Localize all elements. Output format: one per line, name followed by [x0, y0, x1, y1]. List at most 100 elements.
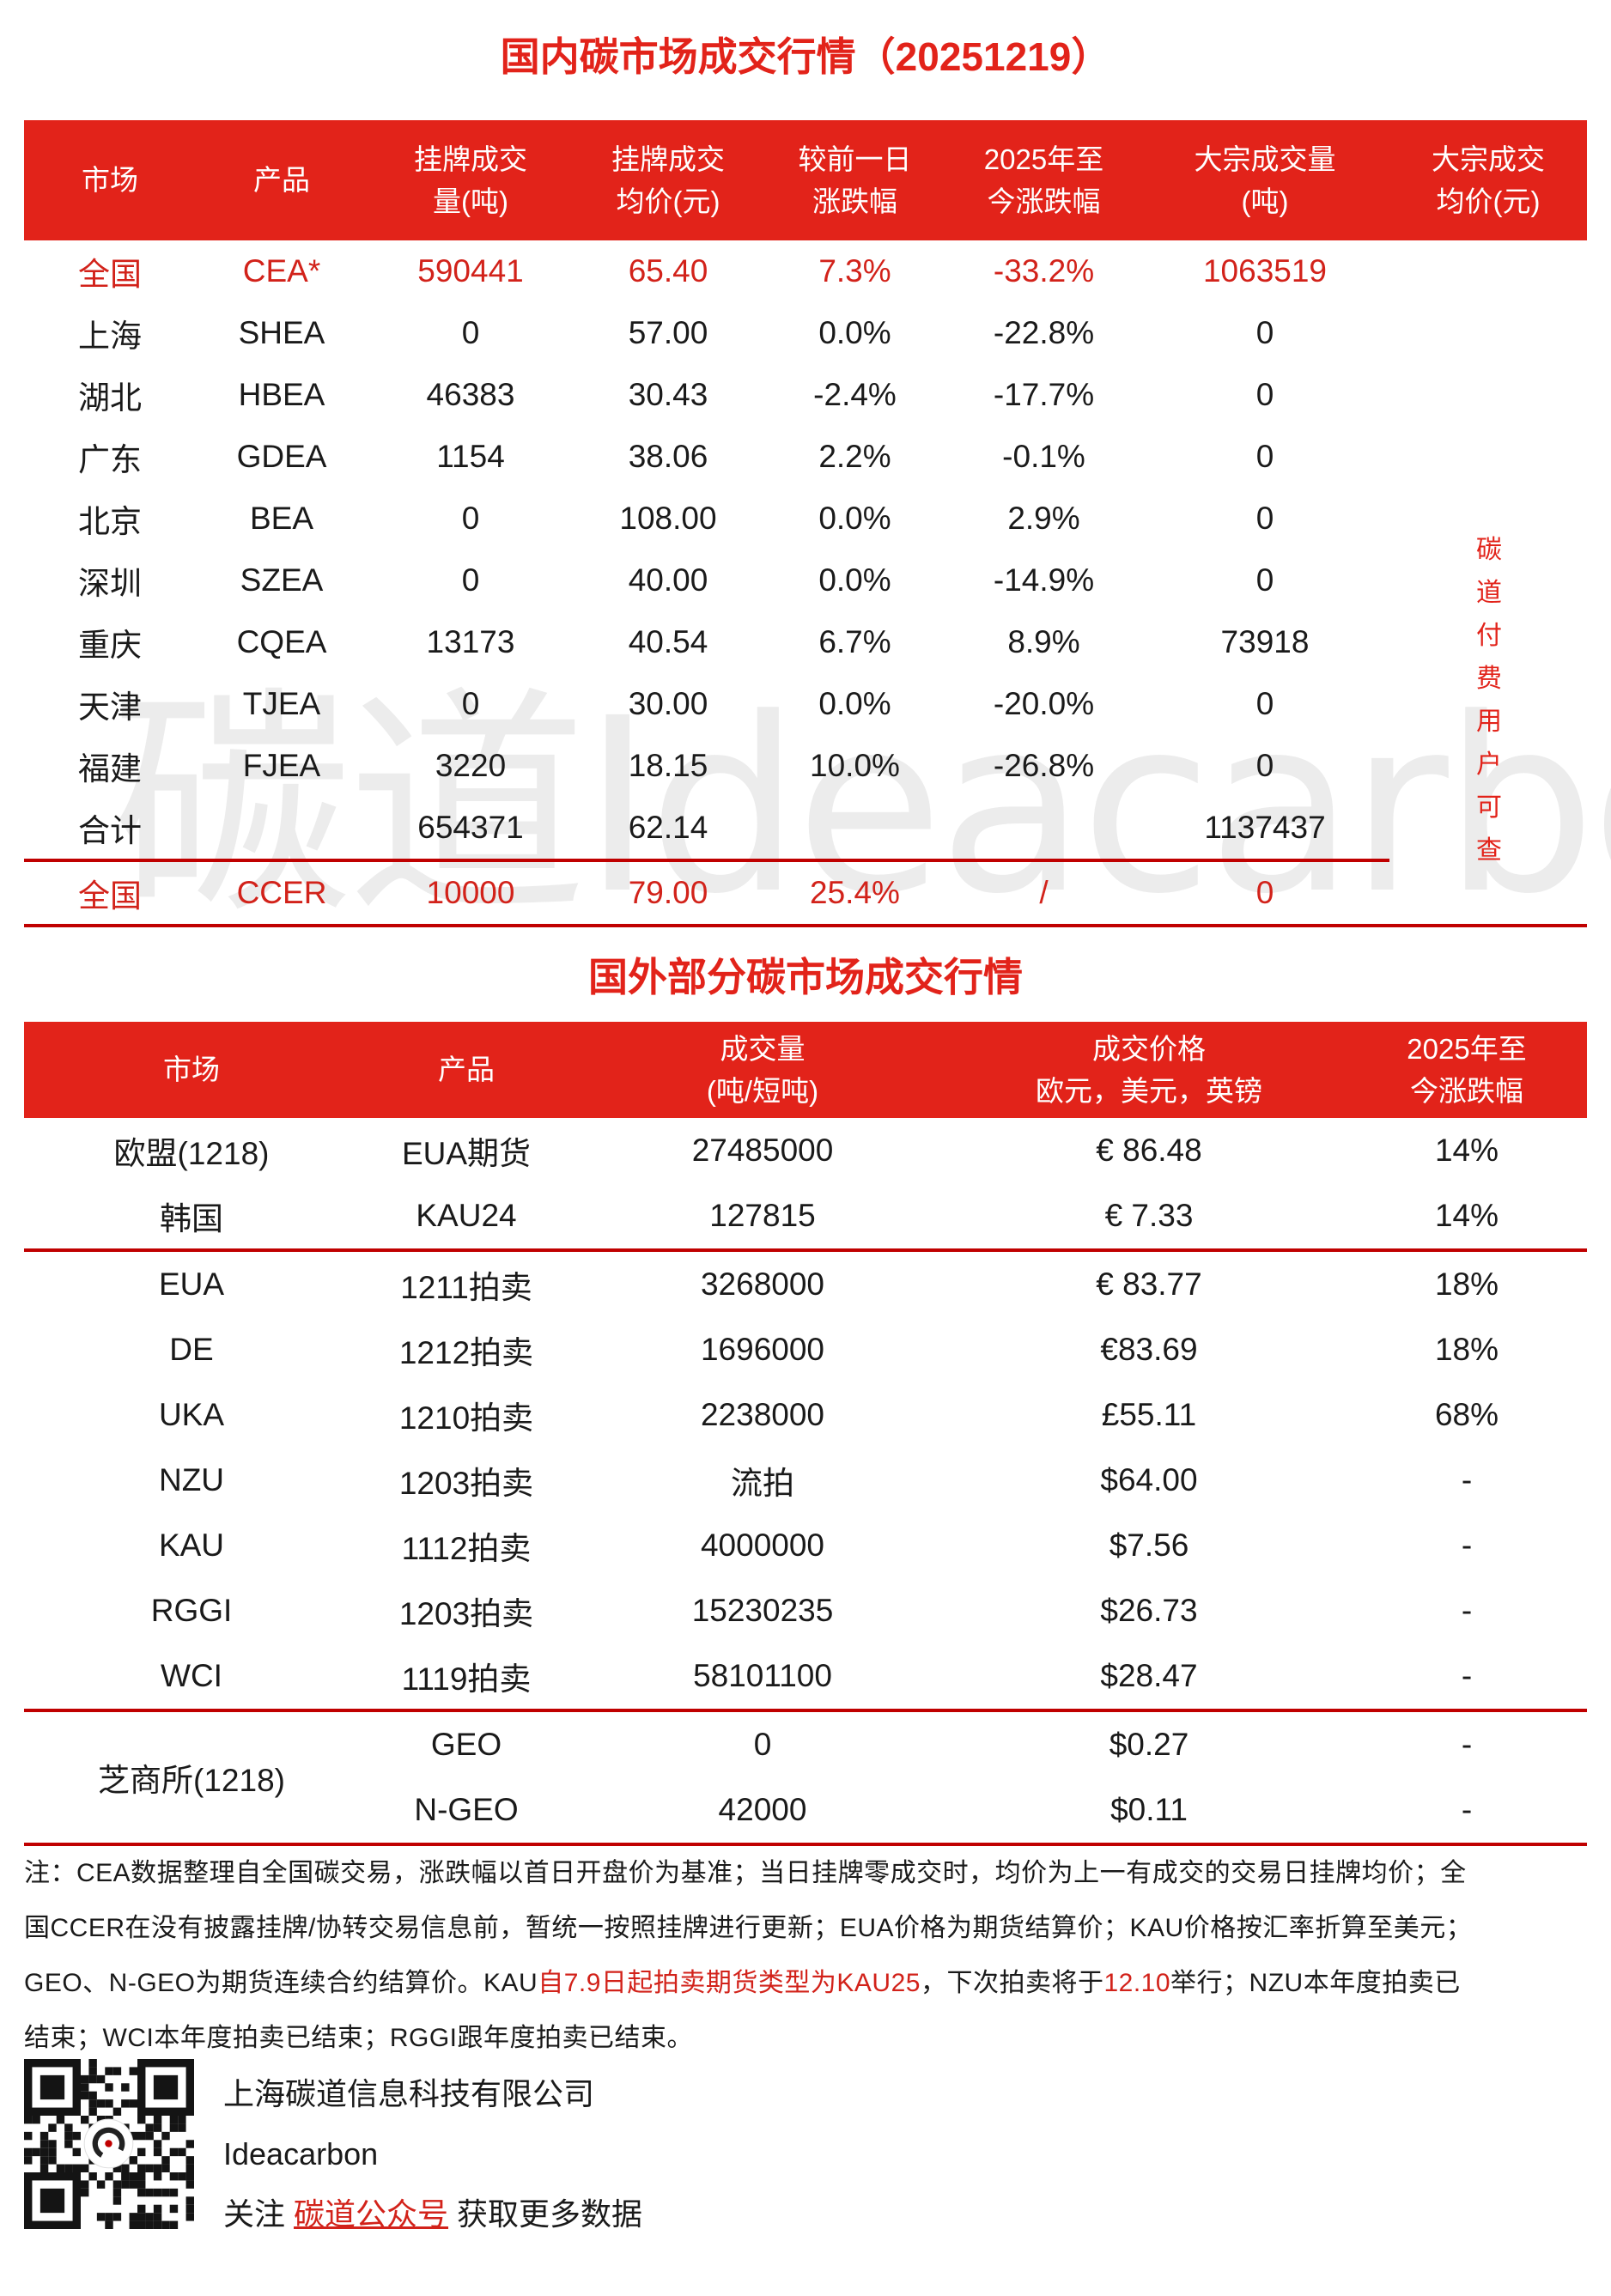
table-cell: WCI: [24, 1643, 359, 1712]
table-cell: 0: [1255, 562, 1274, 598]
table-cell: [1389, 364, 1587, 426]
table-cell: [196, 797, 368, 862]
table-cell: -17.7%: [993, 377, 1095, 412]
page-title-foreign: 国外部分碳市场成交行情: [588, 955, 1023, 999]
column-header: 市场: [24, 1022, 359, 1118]
table-cell: 18.15: [628, 748, 708, 783]
table-cell: 1063519: [1202, 253, 1328, 289]
table-cell: 欧盟(1218): [113, 1136, 270, 1171]
table-cell: 流拍: [731, 1466, 794, 1501]
table-row: 欧盟(1218) EUA期货 27485000 € 86.48 14%: [24, 1118, 1587, 1183]
table-cell: -: [1461, 1528, 1473, 1563]
table-cell: 韩国: [24, 1183, 359, 1252]
table-cell: 1211拍卖: [400, 1270, 532, 1305]
table-cell: €83.69: [1100, 1332, 1198, 1367]
table-row: NZU 1203拍卖 流拍 $64.00 -: [24, 1448, 1587, 1513]
table-row: 天津 TJEA 0 30.00 0.0% -20.0% 0: [24, 673, 1587, 735]
footnote-line-3-text: GEO、N-GEO为期货连续合约结算价。KAU: [24, 1969, 538, 1997]
header-row: 市场 产品 挂牌成交 量(吨) 挂牌成交 均价(元) 较前一日 涨跌幅 2025年至 今涨…: [24, 120, 1587, 240]
table-cell: 全国: [78, 878, 142, 914]
table-cell: [763, 797, 947, 862]
table-cell: 0: [753, 1727, 772, 1762]
table-cell: 0: [1255, 875, 1274, 910]
table-cell: 3220: [435, 748, 507, 783]
table-cell: [1389, 426, 1587, 488]
table-cell: -0.1%: [1002, 439, 1085, 474]
table-cell: 1112拍卖: [401, 1531, 532, 1566]
table-cell: 1137437: [1140, 797, 1389, 862]
table-cell: 1154: [436, 439, 505, 474]
brand-name: Ideacarbon: [223, 2136, 379, 2171]
table-cell: 73918: [1220, 624, 1310, 659]
official-account-link[interactable]: 碳道公众号: [294, 2196, 449, 2232]
column-header: 产品: [196, 120, 368, 240]
table-cell: N-GEO: [414, 1792, 519, 1827]
column-header: 市场: [24, 120, 196, 240]
table-cell: 108.00: [619, 501, 717, 536]
table-cell: 27485000: [691, 1133, 834, 1168]
footnote-line-3-text-2: ，下次拍卖将于: [920, 1969, 1104, 1997]
table-cell: 10.0%: [810, 748, 900, 783]
table-cell: 3268000: [700, 1266, 825, 1302]
table-cell: £55.11: [1101, 1397, 1197, 1432]
table-cell: 广东: [78, 442, 142, 477]
table-cell: 天津: [78, 689, 142, 725]
table-row: N-GEO 42000 $0.11 -: [24, 1777, 1587, 1844]
table-cell: $0.27: [1109, 1727, 1189, 1762]
follow-suffix: 获取更多数据: [448, 2196, 643, 2232]
table-cell: 1212拍卖: [398, 1335, 534, 1370]
table-cell: -: [1461, 1593, 1473, 1628]
table-cell: 芝商所(1218): [98, 1763, 285, 1798]
table-cell: 25.4%: [810, 875, 900, 910]
footnote: 注：CEA数据整理自全国碳交易，涨跌幅以首日开盘价为基准；当日挂牌零成交时，均价…: [24, 1846, 1590, 2066]
table-cell: 18%: [1434, 1266, 1499, 1302]
table-cell: 58101100: [574, 1643, 951, 1712]
column-header: 2025年至 今涨跌幅: [947, 120, 1140, 240]
table-cell: -: [1347, 1643, 1587, 1712]
table-row: RGGI 1203拍卖 15230235 $26.73 -: [24, 1578, 1587, 1643]
column-header: 挂牌成交 均价(元): [574, 120, 763, 240]
table-row: 湖北 HBEA 46383 30.43 -2.4% -17.7% 0: [24, 364, 1587, 426]
table-cell: $7.56: [1109, 1528, 1189, 1563]
domestic-market-table: 市场 产品 挂牌成交 量(吨) 挂牌成交 均价(元) 较前一日 涨跌幅 2025年至 今涨…: [24, 120, 1587, 927]
table-cell: $64.00: [1100, 1462, 1198, 1497]
table-cell: 1203拍卖: [398, 1596, 534, 1631]
table-cell: SZEA: [240, 562, 324, 598]
table-cell: 0: [461, 686, 480, 721]
table-cell: NZU: [158, 1462, 225, 1497]
table-cell: -20.0%: [993, 686, 1095, 721]
table-row: 深圳 SZEA 0 40.00 0.0% -14.9% 0: [24, 550, 1587, 611]
table-row: DE 1212拍卖 1696000 €83.69 18%: [24, 1317, 1587, 1382]
page-title-domestic: 国内碳市场成交行情（20251219）: [500, 34, 1111, 79]
table-cell: 0.0%: [818, 315, 891, 350]
table-cell: 0: [461, 562, 480, 598]
table-cell: 14%: [1434, 1133, 1499, 1168]
table-cell: 0: [1255, 315, 1274, 350]
table-row: 全国 CEA* 590441 65.40 7.3% -33.2% 1063519: [24, 240, 1587, 302]
table-cell: 0: [1255, 501, 1274, 536]
table-cell: HBEA: [238, 377, 325, 412]
table-cell: 深圳: [78, 566, 142, 601]
table-cell: UKA: [158, 1397, 225, 1432]
footnote-line-3-text-3: 举行；NZU本年度拍卖已: [1170, 1969, 1461, 1997]
table-cell: 68%: [1434, 1397, 1499, 1432]
table-cell: 全国: [78, 257, 142, 292]
table-row: UKA 1210拍卖 2238000 £55.11 68%: [24, 1382, 1587, 1448]
table-cell: 福建: [78, 751, 142, 787]
table-cell: 8.9%: [1007, 624, 1080, 659]
table-cell: 42000: [718, 1792, 807, 1827]
table-cell: 0: [1255, 439, 1274, 474]
paid-users-note: 碳 道 付 费 用 户 可 查: [1476, 536, 1502, 865]
table-cell: $0.11: [1110, 1792, 1188, 1827]
table-cell: 62.14: [574, 797, 763, 862]
table-cell: 1696000: [700, 1332, 825, 1367]
table-cell: 13173: [426, 624, 515, 659]
table-row: KAU 1112拍卖 4000000 $7.56 -: [24, 1513, 1587, 1578]
table-cell: 合计: [24, 797, 196, 862]
table-cell: -: [1461, 1727, 1473, 1762]
table-row: EUA 1211拍卖 3268000 € 83.77 18%: [24, 1250, 1587, 1317]
company-name: 上海碳道信息科技有限公司: [223, 2076, 595, 2111]
table-cell: $28.47: [951, 1643, 1347, 1712]
table-cell: BEA: [249, 501, 314, 536]
table-cell: 上海: [78, 319, 142, 354]
